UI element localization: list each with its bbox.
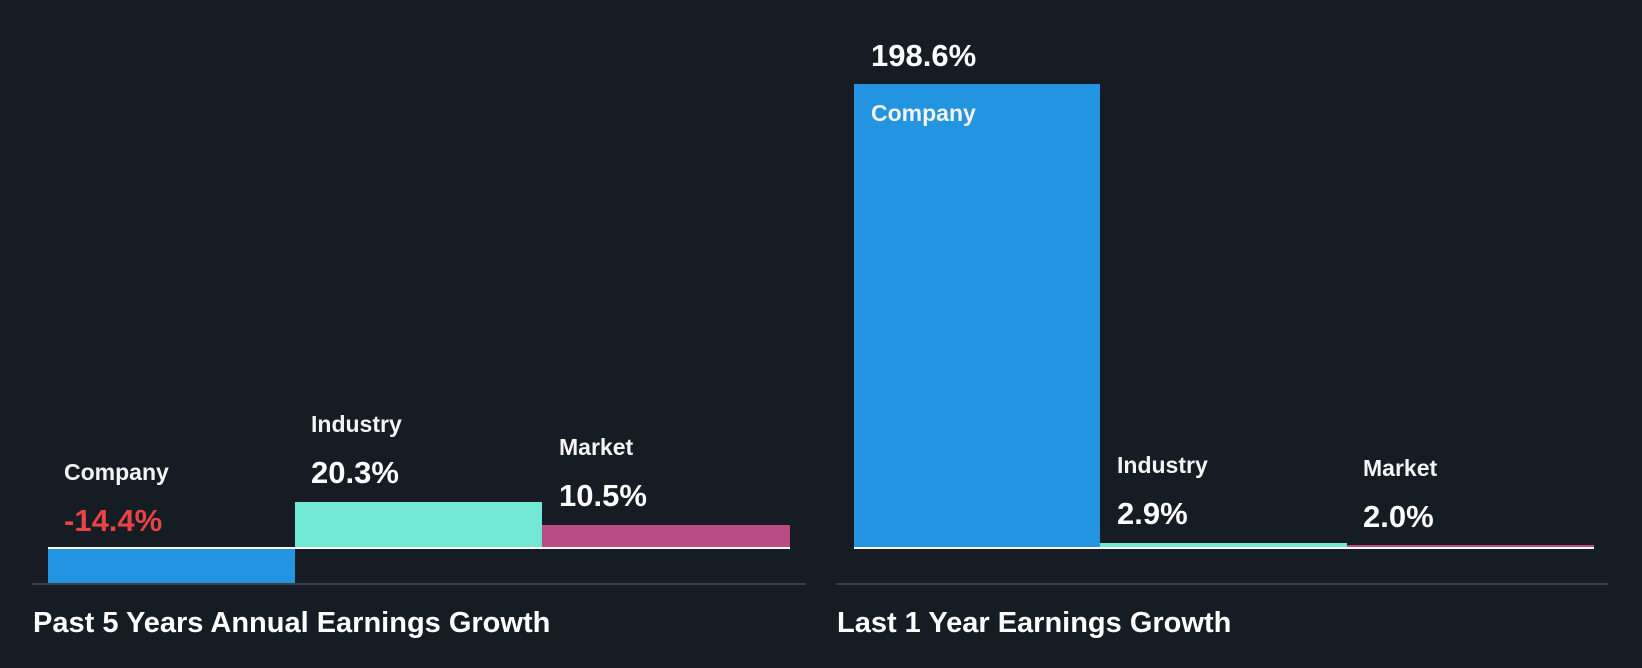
chart-title-5y: Past 5 Years Annual Earnings Growth (33, 607, 551, 639)
chart-title-1y: Last 1 Year Earnings Growth (837, 607, 1232, 639)
zero-line-1y (854, 547, 1594, 549)
bar-industry-5y (295, 502, 542, 548)
label-industry-1y: Industry (1117, 452, 1208, 478)
bar-market-1y (1347, 545, 1594, 548)
axis-line-1y (836, 583, 1608, 585)
label-company-5y: Company (64, 459, 169, 485)
value-company-1y: 198.6% (871, 38, 977, 73)
label-industry-5y: Industry (311, 411, 402, 437)
bar-market-5y (542, 525, 790, 548)
bar-company-1y (854, 84, 1100, 548)
value-market-5y: 10.5% (559, 478, 647, 513)
axis-line-5y (32, 583, 806, 585)
value-company-5y: -14.4% (64, 503, 163, 538)
value-industry-1y: 2.9% (1117, 496, 1188, 531)
value-industry-5y: 20.3% (311, 455, 399, 490)
bar-company-5y (48, 548, 295, 584)
zero-line-5y (48, 547, 790, 549)
value-market-1y: 2.0% (1363, 499, 1434, 534)
label-market-5y: Market (559, 434, 634, 460)
bar-industry-1y (1100, 543, 1347, 548)
label-company-1y: Company (871, 100, 976, 126)
label-market-1y: Market (1363, 455, 1438, 481)
